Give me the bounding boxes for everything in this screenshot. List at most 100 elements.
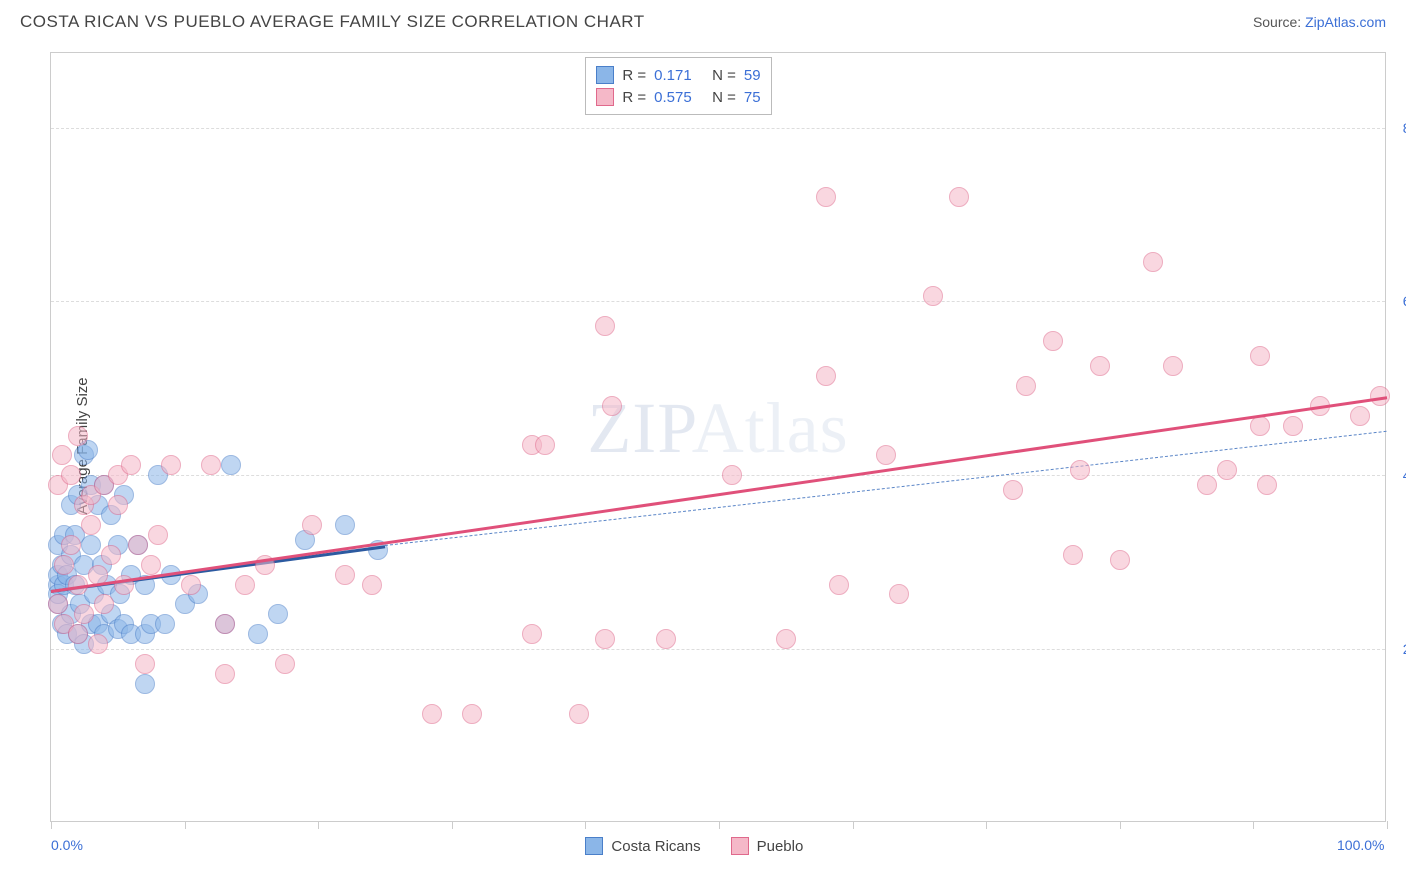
data-point <box>535 435 555 455</box>
y-tick-label: 6.25 <box>1390 293 1406 309</box>
x-tick <box>1253 821 1254 829</box>
data-point <box>108 495 128 515</box>
data-point <box>1090 356 1110 376</box>
watermark: ZIPAtlas <box>587 387 848 470</box>
data-point <box>602 396 622 416</box>
legend-row: R = 0.575 N = 75 <box>596 86 760 108</box>
x-tick <box>585 821 586 829</box>
r-value: 0.171 <box>654 67 704 84</box>
data-point <box>1197 475 1217 495</box>
chart-title: COSTA RICAN VS PUEBLO AVERAGE FAMILY SIZ… <box>20 12 645 32</box>
data-point <box>61 535 81 555</box>
data-point <box>275 654 295 674</box>
r-label: R = <box>622 67 646 84</box>
y-tick-label: 2.75 <box>1390 641 1406 657</box>
data-point <box>1043 331 1063 351</box>
data-point <box>235 575 255 595</box>
data-point <box>889 584 909 604</box>
gridline <box>51 301 1385 302</box>
data-point <box>181 575 201 595</box>
data-point <box>68 426 88 446</box>
n-label: N = <box>712 89 736 106</box>
data-point <box>141 555 161 575</box>
data-point <box>52 445 72 465</box>
gridline <box>51 649 1385 650</box>
data-point <box>1370 386 1390 406</box>
data-point <box>74 604 94 624</box>
data-point <box>302 515 322 535</box>
data-point <box>1003 480 1023 500</box>
y-tick-label: 4.50 <box>1390 467 1406 483</box>
data-point <box>595 629 615 649</box>
data-point <box>148 525 168 545</box>
data-point <box>1143 252 1163 272</box>
data-point <box>1163 356 1183 376</box>
x-tick <box>51 821 52 829</box>
x-tick <box>853 821 854 829</box>
n-value: 75 <box>744 89 761 106</box>
scatter-chart: ZIPAtlas 2.754.506.258.000.0%100.0%R =0.… <box>50 52 1386 822</box>
data-point <box>829 575 849 595</box>
data-point <box>215 664 235 684</box>
data-point <box>876 445 896 465</box>
data-point <box>816 366 836 386</box>
x-tick <box>452 821 453 829</box>
legend-label: Costa Ricans <box>611 838 700 855</box>
data-point <box>1063 545 1083 565</box>
data-point <box>1217 460 1237 480</box>
data-point <box>81 535 101 555</box>
data-point <box>522 624 542 644</box>
data-point <box>1250 346 1270 366</box>
x-tick <box>318 821 319 829</box>
data-point <box>155 614 175 634</box>
series-legend: Costa Ricans Pueblo <box>585 835 803 857</box>
legend-label: Pueblo <box>757 838 804 855</box>
x-tick <box>1387 821 1388 829</box>
data-point <box>462 704 482 724</box>
data-point <box>101 545 121 565</box>
legend-swatch <box>596 88 614 106</box>
data-point <box>215 614 235 634</box>
data-point <box>135 654 155 674</box>
data-point <box>335 565 355 585</box>
x-axis-label: 0.0% <box>51 837 83 853</box>
legend-swatch <box>596 66 614 84</box>
data-point <box>1110 550 1130 570</box>
data-point <box>722 465 742 485</box>
x-tick <box>986 821 987 829</box>
x-tick <box>185 821 186 829</box>
legend-row: R =0.171N =59 <box>596 64 760 86</box>
data-point <box>949 187 969 207</box>
source-link[interactable]: ZipAtlas.com <box>1305 14 1386 30</box>
data-point <box>81 515 101 535</box>
data-point <box>595 316 615 336</box>
data-point <box>923 286 943 306</box>
data-point <box>161 455 181 475</box>
data-point <box>135 674 155 694</box>
legend-swatch <box>585 837 603 855</box>
x-tick <box>719 821 720 829</box>
data-point <box>94 594 114 614</box>
y-tick-label: 8.00 <box>1390 120 1406 136</box>
data-point <box>422 704 442 724</box>
data-point <box>1350 406 1370 426</box>
gridline <box>51 475 1385 476</box>
r-label: R = <box>622 89 646 106</box>
data-point <box>201 455 221 475</box>
data-point <box>816 187 836 207</box>
data-point <box>1257 475 1277 495</box>
r-value: 0.575 <box>654 89 704 106</box>
data-point <box>54 555 74 575</box>
data-point <box>1283 416 1303 436</box>
data-point <box>121 455 141 475</box>
data-point <box>569 704 589 724</box>
data-point <box>268 604 288 624</box>
n-value: 59 <box>744 67 761 84</box>
data-point <box>1070 460 1090 480</box>
x-axis-label: 100.0% <box>1337 837 1384 853</box>
data-point <box>221 455 241 475</box>
data-point <box>248 624 268 644</box>
data-point <box>128 535 148 555</box>
x-tick <box>1120 821 1121 829</box>
data-point <box>48 594 68 614</box>
